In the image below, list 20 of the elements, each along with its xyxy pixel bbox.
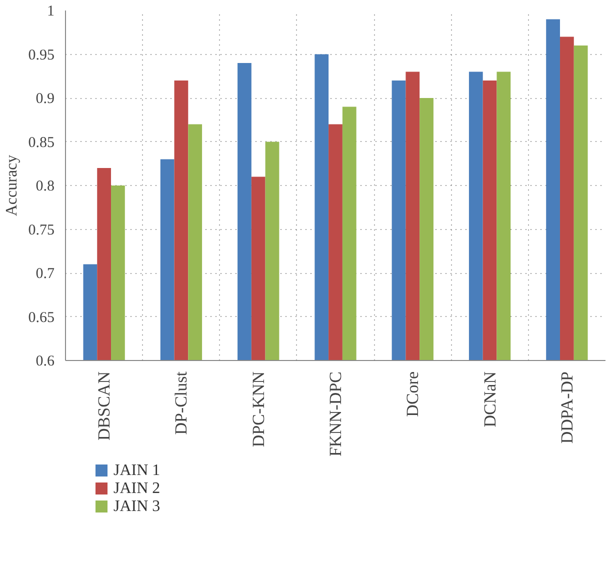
y-tick-label: 0.65	[28, 310, 54, 326]
y-tick-label: 0.9	[36, 91, 54, 107]
y-tick-label: 0.85	[28, 134, 54, 151]
legend-label: JAIN 1	[114, 462, 160, 479]
x-tick-label: FKNN-DPC	[326, 371, 345, 457]
y-tick-label: 0.8	[36, 178, 54, 194]
x-tick-label: DP-Clust	[172, 371, 191, 435]
x-tick-label: DDPA-DP	[557, 371, 576, 444]
y-tick-label: 0.95	[28, 47, 54, 64]
y-tick-label: 1	[47, 4, 54, 20]
y-axis-title: Accuracy	[3, 154, 20, 216]
legend-label: JAIN 3	[114, 498, 160, 515]
y-tick-label: 0.6	[36, 354, 55, 370]
y-tick-label: 0.7	[36, 266, 55, 282]
x-tick-label: DCNaN	[480, 371, 500, 428]
x-tick-label: DCore	[403, 371, 422, 417]
legend-label: JAIN 2	[114, 480, 160, 497]
x-tick-label: DPC-KNN	[248, 372, 268, 448]
y-tick-label: 0.75	[28, 222, 54, 238]
x-tick-label: DBSCAN	[94, 371, 114, 440]
